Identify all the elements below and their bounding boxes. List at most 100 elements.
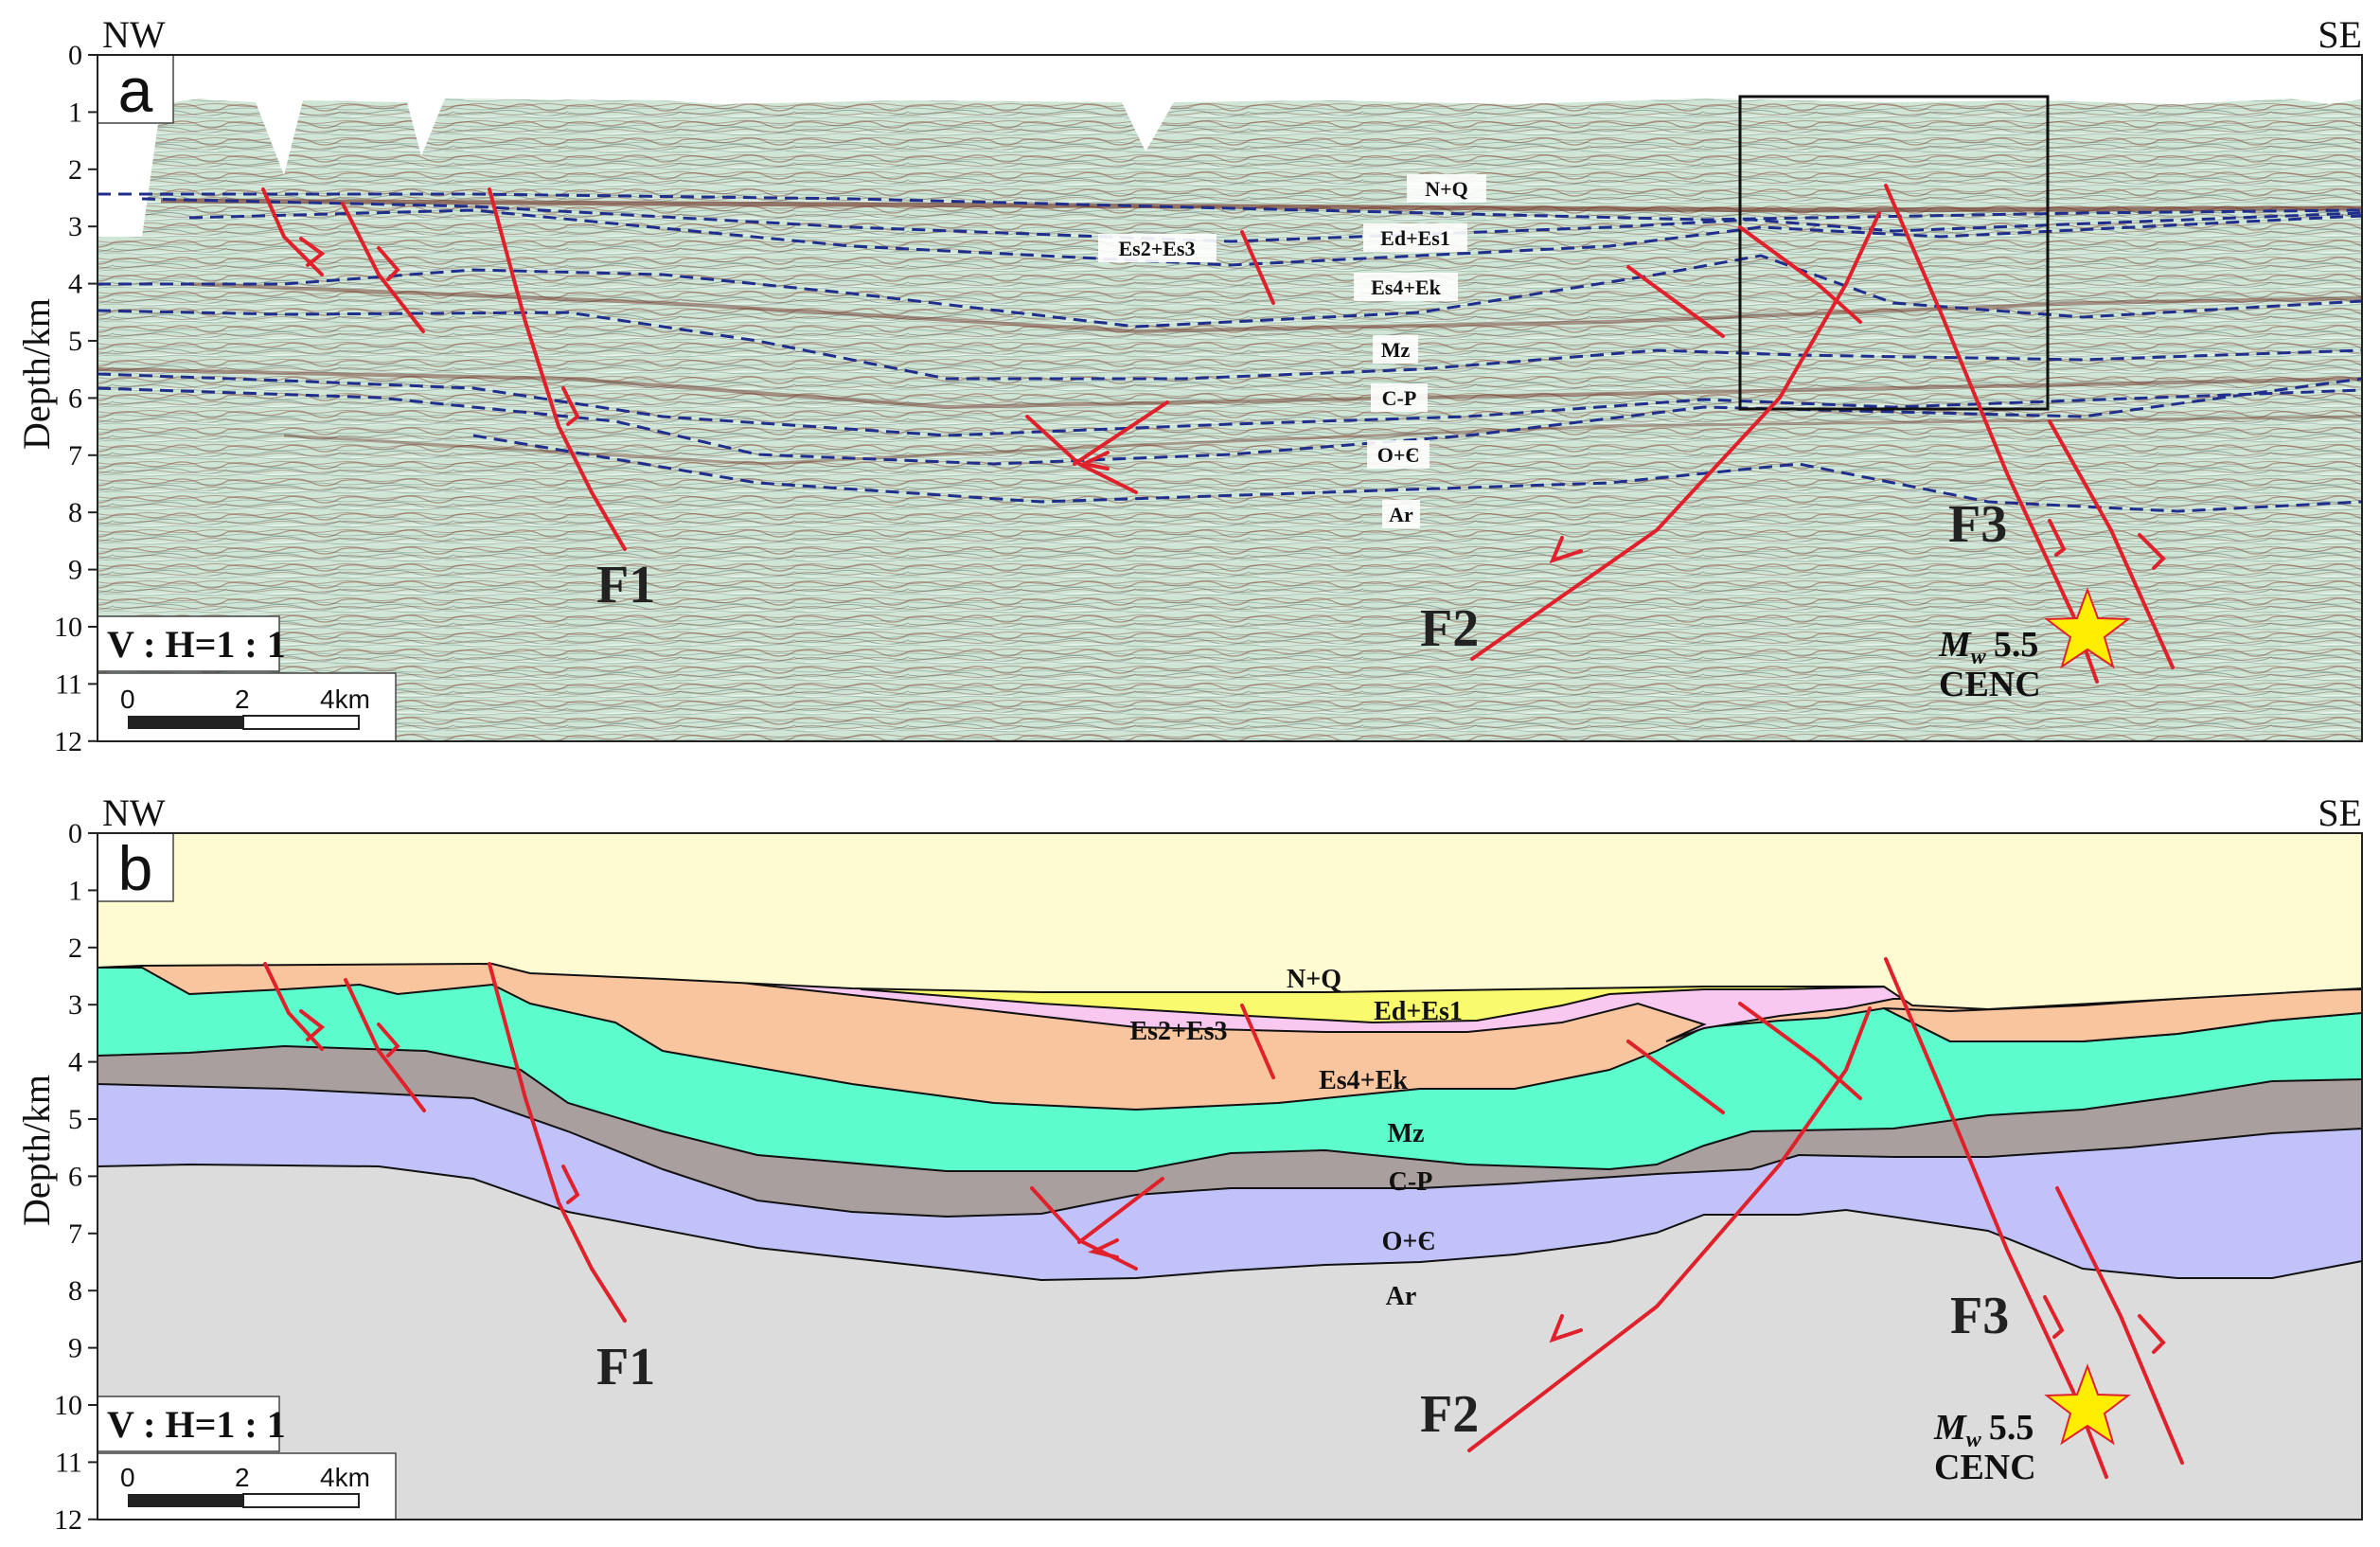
fault-label-f1: F1 (596, 1338, 655, 1396)
horizon-es3-base (188, 208, 2363, 267)
depth-tick-label: 10 (54, 612, 82, 643)
depth-tick-label: 9 (68, 555, 82, 586)
depth-tick-label: 8 (68, 1275, 82, 1307)
fault-f3b-trace (2055, 1186, 2184, 1465)
seismic-texture-overlay (98, 55, 2362, 741)
scale-bar-black (128, 716, 243, 729)
minor-fault (1240, 230, 1275, 305)
scale-bar-label: 2 (235, 685, 250, 714)
depth-tick-label: 6 (68, 382, 82, 414)
depth-tick-label: 12 (54, 1504, 82, 1536)
earthquake-star (2044, 1363, 2131, 1446)
scale-ratio: V : H=1 : 1 (107, 623, 286, 666)
fault-f3b-trace (2048, 419, 2175, 669)
layer-label: C-P (1382, 386, 1417, 410)
minor-fault (1626, 1040, 1725, 1114)
depth-tick-label: 5 (68, 1104, 82, 1135)
earthquake-magnitude-label: Mw 5.5 (1938, 625, 2038, 669)
scale-bar-label: 2 (235, 1463, 250, 1492)
depth-tick-label: 6 (68, 1161, 82, 1192)
minor-fault (341, 202, 425, 333)
scale-bar-label: 4km (320, 1463, 370, 1492)
depth-tick-label: 3 (68, 211, 82, 242)
layer-label: Ar (1389, 503, 1413, 526)
depth-tick-label: 11 (55, 668, 82, 700)
earthquake-source-label: CENC (1939, 665, 2041, 704)
minor-fault (344, 978, 426, 1112)
slip-arrow (1549, 536, 1583, 564)
faults (261, 184, 2175, 684)
layer-labels: N+Q Ed+Es1 Es2+Es3 Es4+Ek Mz C-P O+Є Ar (1098, 174, 1486, 528)
layer-label: C-P (1389, 1167, 1433, 1197)
slip-arrow (1549, 1314, 1583, 1343)
direction-nw: NW (102, 791, 166, 834)
horizon-ar-top (472, 434, 2363, 513)
horizon-cp-base (97, 372, 2363, 437)
scale-bar-label: 4km (320, 685, 370, 714)
fault-f2-trace (1467, 1006, 1872, 1452)
layer-label: Ed+Es1 (1380, 226, 1450, 250)
minor-fault (1073, 400, 1169, 466)
depth-tick-label: 10 (54, 1390, 82, 1421)
depth-tick-label: 12 (54, 726, 82, 757)
layer-label: Mz (1388, 1119, 1425, 1148)
slip-arrow (377, 1022, 400, 1058)
seismic-top-blank (98, 55, 2362, 237)
scale-bar-label: 0 (120, 1463, 135, 1492)
horizon-ek-base (98, 254, 2363, 329)
slip-arrow (2048, 519, 2067, 557)
layer-label: N+Q (1425, 177, 1468, 201)
reflector-band (188, 282, 2363, 334)
fault-label-f1: F1 (596, 556, 655, 614)
direction-se: SE (2318, 13, 2362, 56)
depth-tick-label: 1 (68, 875, 82, 906)
minor-fault (1025, 415, 1138, 494)
slip-arrow (561, 1165, 580, 1204)
fault-f2-trace (1470, 211, 1881, 661)
minor-fault (1240, 1004, 1275, 1079)
slip-arrow (2138, 1314, 2166, 1354)
depth-tick-label: 0 (68, 40, 82, 71)
layer-label: Es2+Es3 (1118, 237, 1195, 260)
slip-arrow (377, 246, 400, 281)
depth-tick-label: 3 (68, 989, 82, 1021)
layer-label: N+Q (1287, 965, 1341, 994)
horizon-mz-base (97, 309, 2363, 381)
depth-tick-label: 9 (68, 1333, 82, 1364)
panel-b-geologic-interpretation: N+Q Ed+Es1 Es2+Es3 Es4+Ek Mz C-P O+Є Ar … (15, 791, 2363, 1536)
scale-bar-black (128, 1494, 243, 1507)
depth-tick-label: 5 (68, 326, 82, 357)
slip-arrow (2138, 533, 2166, 570)
earthquake-magnitude-label: Mw 5.5 (1933, 1408, 2034, 1452)
fault-f1-trace (488, 962, 627, 1323)
layer-es4-ek-right (1883, 987, 2363, 1042)
layer-label: Es4+Ek (1319, 1066, 1408, 1095)
reflector-band (283, 415, 2363, 466)
scale-bar-box (97, 1452, 397, 1520)
depth-tick-label: 11 (55, 1447, 82, 1478)
fault-f1-trace (488, 187, 627, 551)
fault-label-f2: F2 (1420, 1385, 1479, 1444)
depth-tick-label: 2 (68, 154, 82, 186)
fault-label-f3: F3 (1950, 1287, 2009, 1345)
layer-label: O+Є (1382, 1227, 1436, 1256)
minor-fault (1738, 1002, 1862, 1100)
direction-nw: NW (102, 13, 166, 56)
depth-tick-label: 4 (68, 269, 82, 300)
depth-tick-label: 1 (68, 97, 82, 128)
depth-tick-label: 2 (68, 933, 82, 964)
inset-box (1738, 95, 2050, 411)
layer-label: Ed+Es1 (1374, 997, 1463, 1026)
depth-tick-label: 7 (68, 440, 82, 471)
minor-fault (1077, 1177, 1164, 1244)
depth-tick-label: 8 (68, 497, 82, 528)
minor-fault (1626, 265, 1725, 338)
layer-label: Mz (1381, 338, 1411, 362)
fault-label-f3: F3 (1948, 495, 2007, 554)
faults (263, 957, 2184, 1479)
depth-tick-label: 0 (68, 818, 82, 849)
scale-bar-label: 0 (120, 685, 135, 714)
horizon-oe-base (97, 377, 2363, 466)
